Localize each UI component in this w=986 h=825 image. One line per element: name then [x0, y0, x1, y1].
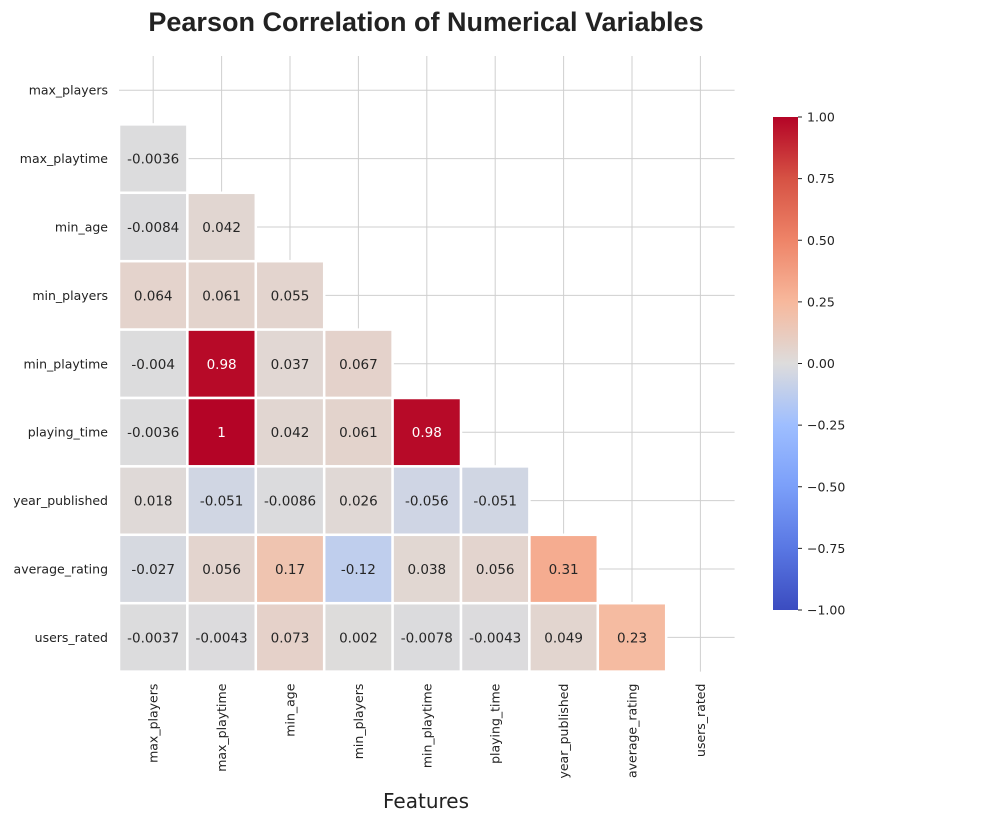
y-tick-label: year_published: [13, 493, 108, 508]
cell-value-label: 0.018: [134, 494, 173, 510]
cell-value-label: 0.055: [271, 288, 310, 304]
cell-value-label: -0.027: [131, 562, 175, 578]
heatmap-cell: [254, 396, 326, 468]
y-tick-label: min_age: [55, 220, 108, 235]
cell-value-label: 0.23: [617, 630, 647, 646]
y-tick-label: users_rated: [35, 630, 108, 645]
cell-value-label: -0.12: [341, 562, 376, 578]
cell-value-label: 0.31: [549, 562, 579, 578]
colorbar-tick-label: 0.25: [807, 294, 835, 309]
colorbar-tick-label: −0.50: [807, 479, 845, 494]
x-tick-label: average_rating: [625, 684, 640, 778]
x-tick-label: playing_time: [488, 683, 503, 764]
colorbar-tick-label: 0.75: [807, 171, 835, 186]
heatmap-cell: [322, 601, 394, 673]
heatmap-cell: [391, 396, 463, 468]
cell-value-label: 0.042: [271, 425, 310, 441]
x-tick-label: min_age: [283, 683, 298, 736]
chart-title: Pearson Correlation of Numerical Variabl…: [148, 7, 703, 37]
cell-value-label: -0.056: [405, 494, 449, 510]
x-tick-label: max_players: [146, 684, 161, 763]
x-axis-label: Features: [383, 789, 469, 813]
y-tick-label: min_playtime: [23, 356, 108, 371]
cell-value-label: 0.073: [271, 630, 310, 646]
cell-value-label: 0.061: [202, 288, 241, 304]
cell-value-label: 0.038: [407, 562, 446, 578]
heatmap-cell: [186, 533, 258, 605]
y-tick-label: average_rating: [14, 562, 108, 577]
heatmap-cell: [459, 533, 531, 605]
heatmap-cell: [117, 191, 189, 263]
cell-value-label: 0.98: [207, 357, 237, 373]
heatmap-cell: [117, 465, 189, 537]
cell-value-label: 0.026: [339, 494, 378, 510]
y-tick-label: max_players: [29, 83, 108, 98]
cell-value-label: -0.0086: [264, 494, 316, 510]
colorbar-tick-label: 0.00: [807, 356, 835, 371]
colorbar-tick-label: 1.00: [807, 110, 835, 125]
heatmap-cell: [254, 465, 326, 537]
cell-value-label: -0.004: [131, 357, 175, 373]
y-tick-label: playing_time: [28, 425, 109, 440]
heatmap-cell: [322, 465, 394, 537]
cell-value-label: -0.0043: [196, 630, 248, 646]
heatmap-cell: [186, 191, 258, 263]
x-tick-label: min_players: [351, 684, 366, 760]
x-tick-label: min_playtime: [419, 683, 434, 768]
cell-value-label: -0.0078: [401, 630, 453, 646]
x-tick-label: max_playtime: [214, 683, 229, 771]
heatmap-cell: [528, 601, 600, 673]
heatmap-cell: [322, 533, 394, 605]
heatmap-cell: [117, 259, 189, 331]
heatmap-cell: [186, 465, 258, 537]
colorbar-tick-label: 0.50: [807, 233, 835, 248]
cell-value-label: -0.051: [473, 494, 517, 510]
cell-value-label: 0.042: [202, 220, 241, 236]
heatmap-cell: [391, 601, 463, 673]
heatmap-cell: [596, 601, 668, 673]
heatmap-cell: [117, 601, 189, 673]
cell-value-label: 0.002: [339, 630, 378, 646]
colorbar-ticks: 1.00 0.75 0.50 0.25 0.00 −0.25 −0.50 −0.75 −1.00: [798, 110, 845, 618]
cell-value-label: -0.0036: [127, 425, 179, 441]
heatmap-cell: [186, 396, 258, 468]
cell-value-label: 0.98: [412, 425, 442, 441]
heatmap-cell: [186, 328, 258, 400]
cell-value-label: -0.0037: [127, 630, 179, 646]
y-tick-labels: max_players max_playtime min_age min_player…: [13, 83, 108, 645]
colorbar: 1.00 0.75 0.50 0.25 0.00 −0.25 −0.50 −0.75 −1.00: [773, 110, 845, 618]
colorbar-tick-label: −0.75: [807, 541, 845, 556]
colorbar-tick-label: −0.25: [807, 418, 845, 433]
cell-value-label: 0.067: [339, 357, 378, 373]
cell-value-label: 1: [217, 425, 226, 441]
cell-value-label: -0.0036: [127, 152, 179, 168]
cell-value-label: 0.056: [202, 562, 241, 578]
colorbar-gradient: [773, 117, 798, 610]
cell-value-label: -0.0084: [127, 220, 179, 236]
y-tick-label: min_players: [32, 288, 108, 303]
heatmap-cell: [254, 601, 326, 673]
cell-value-label: -0.051: [200, 494, 244, 510]
heatmap-cell: [117, 123, 189, 195]
cell-value-label: 0.064: [134, 288, 173, 304]
y-tick-label: max_playtime: [20, 151, 108, 166]
x-tick-label: users_rated: [693, 684, 708, 757]
x-tick-label: year_published: [556, 684, 571, 779]
cell-value-label: -0.0043: [469, 630, 521, 646]
heatmap-cell: [391, 533, 463, 605]
x-tick-labels: max_players max_playtime min_age min_player…: [146, 683, 708, 778]
cell-value-label: 0.056: [476, 562, 515, 578]
cell-value-label: 0.049: [544, 630, 583, 646]
colorbar-tick-label: −1.00: [807, 603, 845, 618]
cell-value-label: 0.17: [275, 562, 305, 578]
heatmap-cells: -0.0036 -0.0084 0.042 0.064 0.061 0.055 -0.004…: [117, 123, 668, 673]
cell-value-label: 0.061: [339, 425, 378, 441]
cell-value-label: 0.037: [271, 357, 310, 373]
heatmap-cell: [254, 259, 326, 331]
